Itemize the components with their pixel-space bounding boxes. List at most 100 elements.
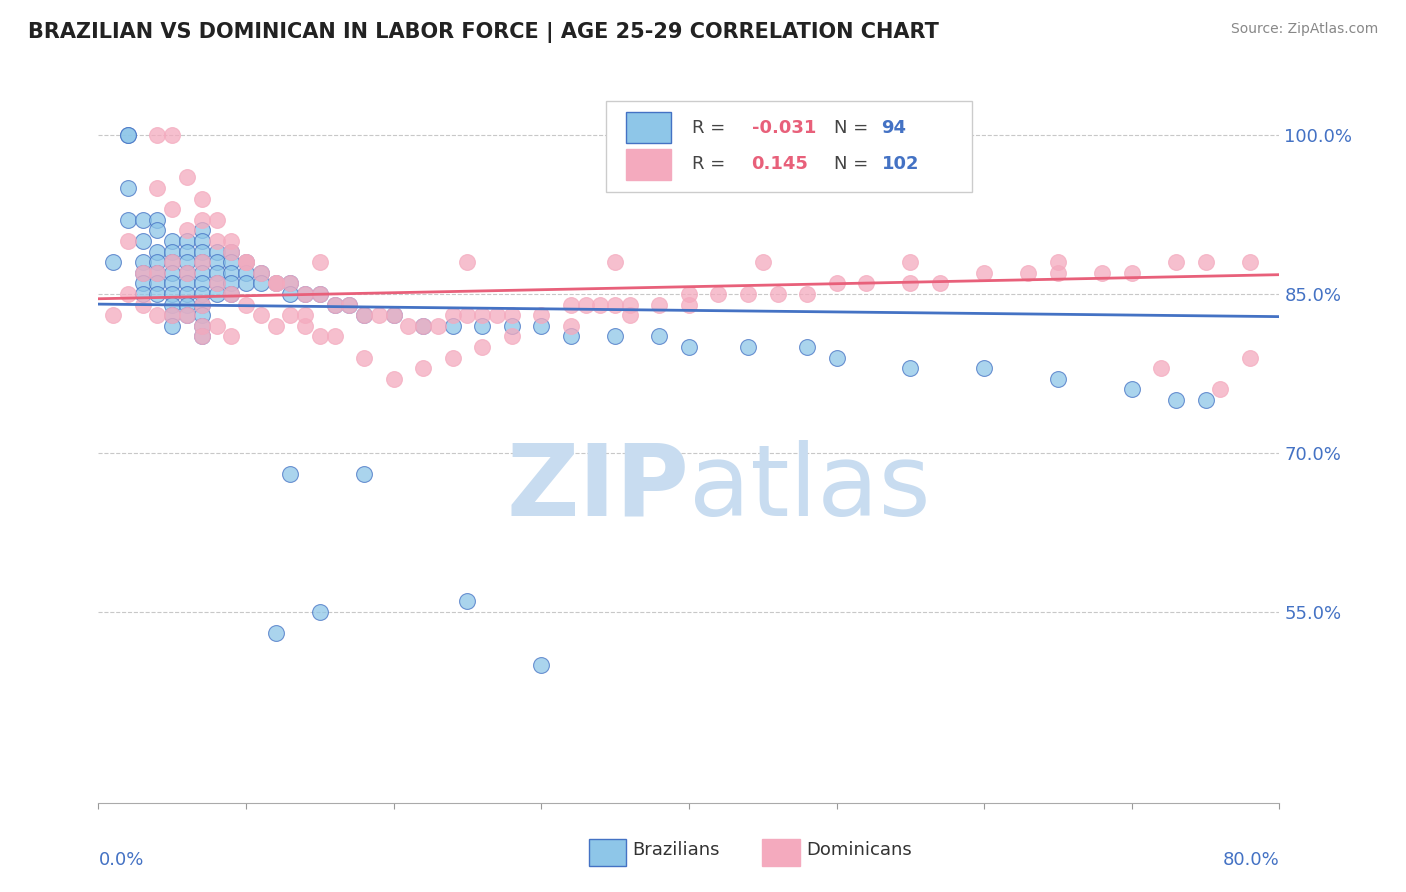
Point: [221, 266, 243, 280]
Point: [825, 277, 848, 291]
Bar: [626, 149, 671, 179]
Point: [1150, 361, 1173, 376]
Point: [471, 308, 494, 322]
Point: [530, 658, 553, 673]
Text: R =: R =: [693, 119, 725, 136]
Point: [221, 244, 243, 259]
Point: [146, 223, 169, 237]
Point: [221, 329, 243, 343]
Point: [162, 255, 183, 269]
Point: [191, 277, 214, 291]
Point: [103, 308, 125, 322]
Point: [441, 308, 464, 322]
Point: [205, 234, 228, 248]
Point: [176, 170, 198, 185]
Point: [264, 626, 287, 640]
Point: [648, 297, 671, 311]
Point: [176, 308, 198, 322]
Point: [191, 308, 214, 322]
Text: Source: ZipAtlas.com: Source: ZipAtlas.com: [1230, 22, 1378, 37]
Point: [176, 266, 198, 280]
Point: [235, 266, 257, 280]
Point: [205, 287, 228, 301]
Bar: [762, 838, 800, 866]
Point: [1046, 266, 1070, 280]
Point: [294, 287, 316, 301]
Point: [162, 202, 183, 216]
Point: [752, 255, 775, 269]
Point: [575, 297, 598, 311]
Point: [678, 340, 700, 354]
Point: [146, 181, 169, 195]
Text: BRAZILIAN VS DOMINICAN IN LABOR FORCE | AGE 25-29 CORRELATION CHART: BRAZILIAN VS DOMINICAN IN LABOR FORCE | …: [28, 22, 939, 44]
Point: [1209, 383, 1232, 397]
Point: [900, 361, 922, 376]
Point: [132, 297, 155, 311]
Text: ZIP: ZIP: [506, 440, 689, 537]
Point: [382, 372, 405, 386]
Point: [191, 318, 214, 333]
Point: [900, 255, 922, 269]
Point: [146, 128, 169, 142]
Text: atlas: atlas: [689, 440, 931, 537]
Point: [353, 308, 375, 322]
Point: [309, 605, 332, 619]
Point: [1046, 255, 1070, 269]
Point: [176, 287, 198, 301]
Point: [117, 212, 139, 227]
Point: [280, 467, 302, 482]
Point: [501, 308, 523, 322]
Text: 94: 94: [882, 119, 907, 136]
Point: [132, 266, 155, 280]
Point: [264, 318, 287, 333]
Point: [382, 308, 405, 322]
Point: [235, 297, 257, 311]
Point: [191, 297, 214, 311]
Point: [471, 340, 494, 354]
Point: [309, 329, 332, 343]
Point: [264, 277, 287, 291]
Point: [412, 318, 434, 333]
Point: [162, 277, 183, 291]
Text: Brazilians: Brazilians: [633, 841, 720, 859]
Point: [619, 308, 641, 322]
Point: [191, 318, 214, 333]
Point: [1018, 266, 1040, 280]
Point: [146, 255, 169, 269]
Point: [205, 255, 228, 269]
Point: [605, 297, 627, 311]
Point: [501, 318, 523, 333]
Text: N =: N =: [834, 155, 869, 173]
Point: [132, 277, 155, 291]
Point: [323, 329, 346, 343]
Point: [530, 318, 553, 333]
Point: [530, 308, 553, 322]
Point: [162, 287, 183, 301]
Point: [486, 308, 509, 322]
Point: [132, 287, 155, 301]
Point: [221, 234, 243, 248]
Point: [309, 287, 332, 301]
Point: [796, 340, 818, 354]
Point: [205, 212, 228, 227]
Text: 0.145: 0.145: [752, 155, 808, 173]
Point: [737, 287, 759, 301]
Point: [605, 329, 627, 343]
Point: [382, 308, 405, 322]
Point: [1195, 392, 1218, 407]
Point: [191, 329, 214, 343]
Point: [264, 277, 287, 291]
Point: [441, 351, 464, 365]
Point: [162, 308, 183, 322]
Point: [457, 308, 479, 322]
Point: [1166, 392, 1188, 407]
Point: [309, 287, 332, 301]
Point: [1121, 383, 1143, 397]
Point: [398, 318, 420, 333]
Point: [132, 266, 155, 280]
Point: [280, 277, 302, 291]
Point: [353, 351, 375, 365]
Point: [560, 329, 582, 343]
Point: [235, 255, 257, 269]
Point: [146, 266, 169, 280]
